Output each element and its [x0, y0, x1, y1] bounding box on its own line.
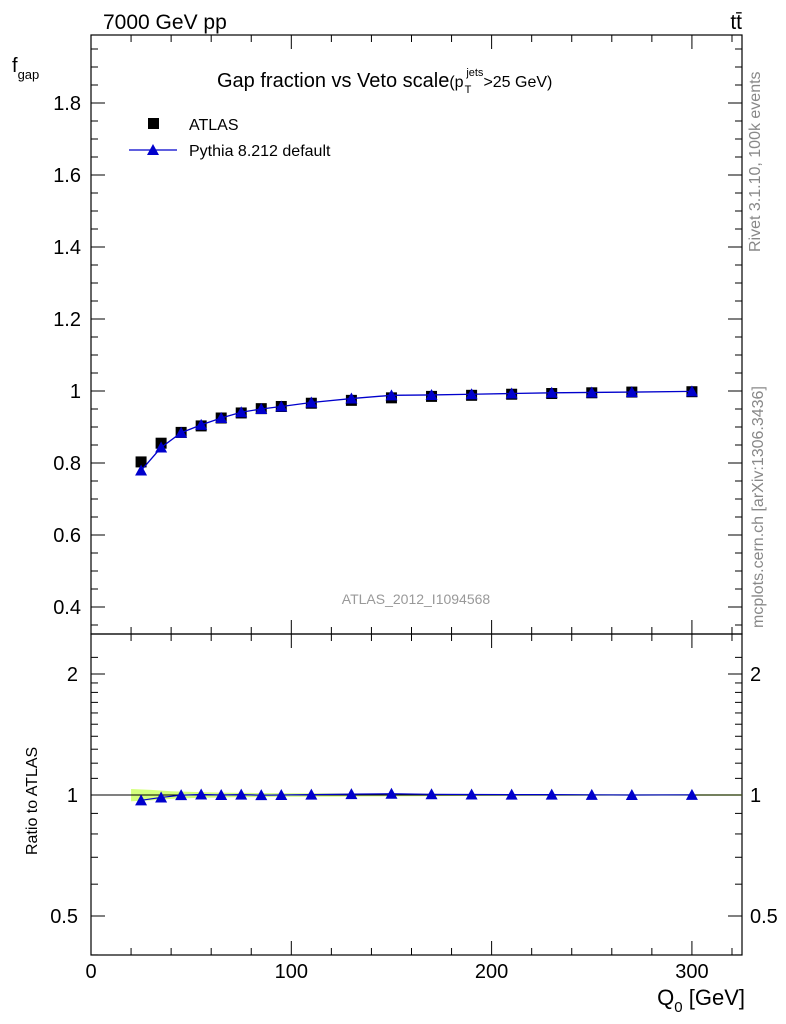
- main-panel-marks: [135, 385, 698, 476]
- ratio-pythia-point: [275, 789, 288, 800]
- pythia-data-point: [255, 403, 268, 414]
- ratio-y-tick-label-right: 0.5: [750, 906, 778, 928]
- pythia-data-point: [545, 386, 558, 398]
- pythia-data-point: [305, 396, 318, 408]
- legend: ATLAS Pythia 8.212 default: [129, 117, 331, 160]
- x-tick-label: 300: [675, 961, 708, 983]
- ratio-pythia-point: [465, 788, 478, 800]
- ratio-y-tick-label-right: 1: [750, 785, 761, 807]
- ratio-pythia-point: [235, 788, 248, 800]
- ratio-pythia-point: [305, 788, 318, 800]
- atlas-data-point: [135, 456, 147, 468]
- energy-label: 7000 GeV pp: [103, 11, 227, 34]
- ratio-pythia-point: [155, 791, 168, 803]
- ratio-pythia-point: [425, 788, 438, 800]
- rivet-label: Rivet 3.1.10, 100k events: [747, 71, 764, 252]
- analysis-watermark: ATLAS_2012_I1094568: [342, 591, 491, 607]
- pythia-data-point: [215, 412, 228, 423]
- main-y-tick-label: 1.6: [53, 165, 81, 187]
- pythia-data-point: [135, 464, 148, 476]
- ratio-pythia-point: [685, 788, 698, 800]
- pythia-data-point: [175, 426, 188, 438]
- legend-atlas-label: ATLAS: [189, 117, 239, 134]
- ratio-pythia-point: [385, 787, 398, 799]
- chart-title: Gap fraction vs Veto scale(pTjets>25 GeV…: [217, 67, 552, 96]
- ratio-panel-marks: [91, 787, 743, 806]
- ratio-pythia-point: [215, 789, 228, 800]
- legend-atlas-marker: [148, 118, 159, 129]
- ratio-pythia-point: [345, 788, 358, 800]
- ratio-y-tick-label-left: 1: [67, 785, 78, 807]
- x-axis-label: Q0 [GeV]: [657, 985, 745, 1016]
- main-y-tick-label: 0.4: [53, 597, 81, 619]
- x-tick-label: 100: [275, 961, 308, 983]
- x-tick-label: 0: [85, 961, 96, 983]
- axis-ticks: [90, 35, 742, 956]
- tick-labels: 0 100 200 300 0.4 0.6 0.8 1 1.2 1.4 1.6 1.8 0.5 0.5 1 1…: [50, 93, 778, 983]
- ratio-y-tick-label-right: 2: [750, 664, 761, 686]
- pythia-data-point: [625, 386, 638, 398]
- ratio-y-tick-label-left: 0.5: [50, 906, 78, 928]
- x-tick-label: 200: [475, 961, 508, 983]
- main-y-tick-label: 0.8: [53, 453, 81, 475]
- pythia-data-point: [585, 386, 598, 398]
- pythia-data-point: [235, 406, 248, 418]
- process-label: tt̄: [730, 11, 742, 34]
- ratio-pythia-point: [195, 788, 208, 800]
- main-y-tick-label: 1.8: [53, 93, 81, 115]
- ratio-y-axis-label: Ratio to ATLAS: [24, 747, 41, 855]
- pythia-data-point: [425, 388, 438, 400]
- pythia-data-point: [275, 400, 288, 412]
- pythia-series-line: [140, 390, 692, 471]
- pythia-data-point: [465, 388, 478, 400]
- pythia-data-point: [505, 387, 518, 399]
- main-y-axis-label: fgap: [12, 55, 39, 82]
- ratio-pythia-point: [545, 788, 558, 800]
- pythia-data-point: [195, 418, 208, 430]
- main-y-tick-label: 1.2: [53, 309, 81, 331]
- ratio-pythia-line: [140, 793, 692, 801]
- pythia-data-point: [155, 441, 168, 453]
- ratio-pythia-point: [505, 788, 518, 800]
- ratio-pythia-point: [175, 789, 188, 801]
- main-y-tick-label: 1: [70, 381, 81, 403]
- legend-pythia-label: Pythia 8.212 default: [189, 143, 331, 160]
- main-y-tick-label: 0.6: [53, 525, 81, 547]
- main-y-tick-label: 1.4: [53, 237, 81, 259]
- pythia-data-point: [385, 389, 398, 401]
- ratio-y-tick-label-left: 2: [67, 664, 78, 686]
- ratio-pythia-point: [625, 789, 638, 800]
- legend-pythia-marker: [147, 144, 159, 155]
- ratio-pythia-point: [585, 788, 598, 800]
- source-label: mcplots.cern.ch [arXiv:1306.3436]: [750, 386, 767, 628]
- ratio-pythia-point: [135, 794, 148, 806]
- ratio-pythia-point: [255, 789, 268, 801]
- pythia-data-point: [685, 385, 698, 397]
- pythia-data-point: [345, 392, 358, 404]
